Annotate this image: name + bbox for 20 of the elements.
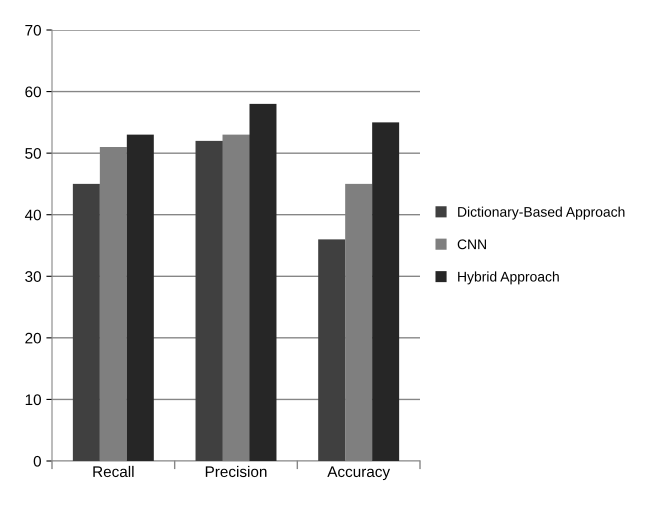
bar bbox=[372, 122, 400, 461]
x-tick-label: Recall bbox=[93, 466, 134, 478]
legend-label: CNN bbox=[458, 239, 486, 250]
legend-label: Hybrid Approach bbox=[458, 271, 559, 284]
x-tick-label: Accuracy bbox=[327, 466, 390, 480]
y-tick-label: 60 bbox=[25, 86, 41, 98]
y-tick-label: 40 bbox=[24, 210, 41, 220]
y-tick-label: 30 bbox=[25, 271, 41, 282]
y-tick-label: 10 bbox=[26, 394, 41, 406]
x-tick-label: Precision bbox=[206, 466, 266, 478]
y-tick-label: 0 bbox=[34, 456, 41, 467]
legend-label: Dictionary-Based Approach bbox=[458, 206, 624, 220]
bar bbox=[196, 140, 223, 461]
y-tick-label: 20 bbox=[25, 332, 41, 344]
bar bbox=[318, 239, 346, 461]
bar bbox=[72, 184, 100, 461]
y-tick-label: 70 bbox=[25, 24, 41, 36]
y-tick-label: 50 bbox=[25, 148, 41, 159]
bar bbox=[249, 104, 276, 461]
bar bbox=[126, 134, 154, 461]
